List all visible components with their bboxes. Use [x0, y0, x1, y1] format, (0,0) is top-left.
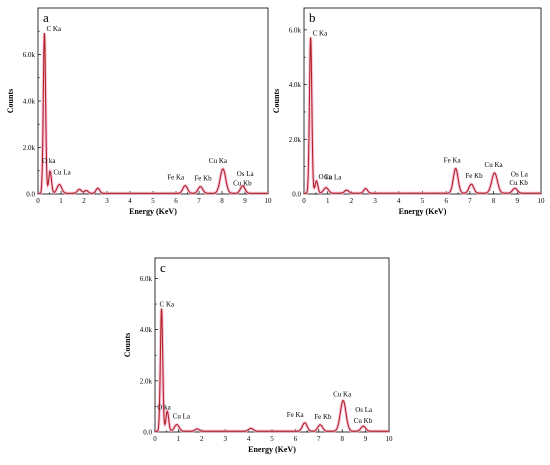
y-tick-label: 6.0k [140, 275, 153, 283]
spectrum-envelope [304, 37, 541, 195]
peak-label: O ka [42, 157, 56, 165]
peak-label: O ka [157, 403, 171, 411]
peak-label: C Ka [46, 25, 61, 33]
peak-label: Os La [355, 406, 373, 414]
y-axis-title: Counts [123, 333, 132, 357]
x-tick-label: 1 [326, 197, 330, 205]
eds-panel-c: 0 1 2 3 4 5 6 7 8 9 10 0.0 2.0k 4.0k 6.0k Energy (KeV) C… [123, 257, 394, 454]
spectrum-line [38, 32, 268, 194]
plot-frame [303, 7, 542, 195]
x-axis-title: Energy (KeV) [399, 207, 447, 216]
eds-panel-b: 0 1 2 3 4 5 6 7 8 9 10 0.0 2.0k 4.0k 6.0k Energy (KeV) C… [272, 7, 546, 216]
x-tick-label: 4 [128, 197, 132, 205]
peak-label: Fe Kb [314, 413, 332, 421]
x-tick-label: 8 [220, 197, 224, 205]
x-tick-label: 2 [200, 435, 204, 443]
x-tick-label: 8 [340, 435, 344, 443]
peak-label: Fe Ka [167, 174, 185, 182]
y-tick-label: 0.0 [26, 191, 35, 199]
x-tick-label: 4 [247, 435, 251, 443]
peak-label: Fe Kb [465, 172, 483, 180]
y-tick-label: 0.0 [292, 191, 301, 199]
x-tick-label: 7 [197, 197, 201, 205]
plot-frame [154, 257, 390, 433]
x-tick-label: 1 [59, 197, 63, 205]
panel-letter: c [160, 260, 166, 275]
y-tick-label: 0.0 [143, 429, 152, 437]
x-tick-label: 7 [317, 435, 321, 443]
plot-frame [37, 7, 269, 195]
x-tick-label: 7 [468, 197, 472, 205]
x-tick-label: 5 [151, 197, 155, 205]
x-tick-label: 0 [36, 197, 40, 205]
panel-letter: a [43, 10, 49, 25]
peak-label: Fe Ka [287, 411, 305, 419]
peak-label: Cu La [324, 174, 342, 182]
peak-label: Cu Ka [209, 157, 228, 165]
x-tick-label: 10 [386, 435, 394, 443]
spectrum-envelope [155, 308, 389, 433]
spectrum-line [155, 308, 389, 432]
x-axis-title: Energy (KeV) [129, 207, 177, 216]
x-tick-label: 0 [302, 197, 306, 205]
peak-label: C Ka [313, 29, 328, 37]
y-tick-label: 4.0k [23, 98, 36, 106]
y-tick-label: 6.0k [289, 26, 302, 34]
x-tick-label: 9 [364, 435, 368, 443]
x-tick-label: 6 [174, 197, 178, 205]
x-tick-label: 8 [492, 197, 496, 205]
peak-label: Cu Kb [233, 179, 252, 187]
x-tick-label: 2 [350, 197, 354, 205]
peak-label: O ka [318, 173, 332, 181]
peak-label: Cu Kb [354, 417, 373, 425]
x-tick-label: 3 [373, 197, 377, 205]
y-tick-label: 4.0k [289, 81, 302, 89]
x-tick-label: 5 [421, 197, 425, 205]
spectrum-line [304, 37, 541, 194]
x-tick-label: 5 [270, 435, 274, 443]
panel-letter: b [309, 10, 316, 25]
eds-panel-a: 0 1 2 3 4 5 6 7 8 9 10 0.0 2.0k 4.0k 6.0k Energy (KeV) C… [6, 7, 273, 216]
y-tick-label: 6.0k [23, 51, 36, 59]
peak-label: Fe Ka [444, 157, 462, 165]
y-tick-label: 4.0k [140, 326, 153, 334]
peak-label: Cu Ka [333, 391, 352, 399]
spectrum-envelope [38, 32, 268, 195]
x-tick-label: 4 [397, 197, 401, 205]
x-tick-label: 6 [294, 435, 298, 443]
x-tick-label: 3 [223, 435, 227, 443]
y-tick-label: 2.0k [23, 144, 36, 152]
peak-label: C Ka [160, 300, 175, 308]
y-axis-title: Counts [6, 89, 15, 113]
y-tick-label: 2.0k [140, 377, 153, 385]
x-tick-label: 0 [153, 435, 157, 443]
peak-label: Os La [237, 170, 255, 178]
peak-label: Cu La [173, 413, 191, 421]
peak-label: Os La [511, 170, 529, 178]
peak-label: Fe Kb [194, 175, 212, 183]
x-tick-label: 10 [538, 197, 546, 205]
y-tick-label: 2.0k [289, 136, 302, 144]
x-tick-label: 1 [177, 435, 181, 443]
x-tick-label: 3 [105, 197, 109, 205]
peak-label: Cu Kb [509, 179, 528, 187]
x-axis-title: Energy (KeV) [248, 445, 296, 454]
y-axis-title: Counts [272, 89, 281, 113]
peak-label: Cu La [53, 168, 71, 176]
x-tick-label: 9 [243, 197, 247, 205]
x-tick-label: 2 [82, 197, 86, 205]
x-tick-label: 6 [444, 197, 448, 205]
peak-label: Cu Ka [485, 161, 504, 169]
x-tick-label: 10 [265, 197, 273, 205]
x-tick-label: 9 [516, 197, 520, 205]
